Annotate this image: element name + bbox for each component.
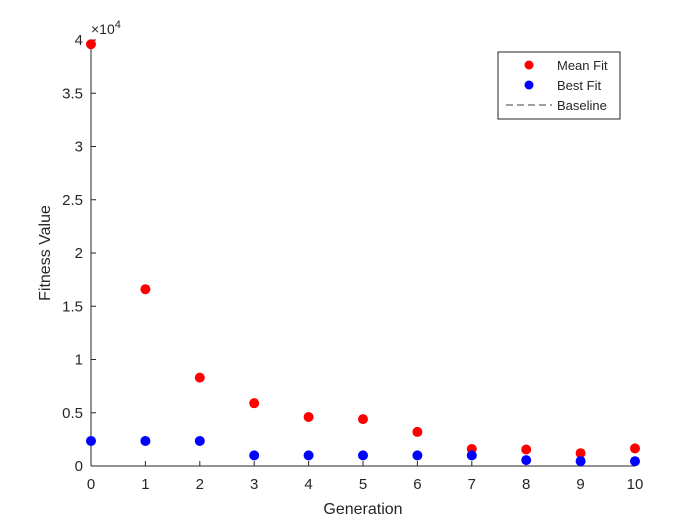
x-tick-label: 9 xyxy=(576,476,584,493)
axes: 0 1 2 3 4 5 6 7 8 9 10 0 0.5 1 1.5 2 2.5 3 3.5 4 xyxy=(62,32,643,493)
point-mean-fit xyxy=(303,412,314,423)
point-mean-fit xyxy=(249,398,260,409)
legend-label-mean-fit: Mean Fit xyxy=(557,58,608,73)
legend-marker-mean-fit xyxy=(524,60,534,70)
point-best-fit xyxy=(194,435,205,446)
y-axis-label: Fitness Value xyxy=(37,205,54,301)
point-mean-fit xyxy=(521,444,532,455)
point-mean-fit xyxy=(358,414,368,425)
x-tick-label: 2 xyxy=(196,476,204,493)
x-tick-label: 7 xyxy=(468,476,476,493)
x-tick-label: 3 xyxy=(250,476,258,493)
legend-box xyxy=(497,51,621,120)
point-best-fit xyxy=(303,450,314,461)
legend-label-baseline: Baseline xyxy=(557,98,607,113)
x-tick-label: 1 xyxy=(141,476,149,493)
point-best-fit xyxy=(140,435,151,446)
point-mean-fit xyxy=(140,284,151,295)
point-best-fit xyxy=(86,435,96,446)
x-tick-label: 8 xyxy=(522,476,530,493)
y-tick-label: 1 xyxy=(75,352,83,369)
x-tick-label: 4 xyxy=(304,476,312,493)
point-best-fit xyxy=(358,450,368,461)
point-mean-fit xyxy=(194,372,205,383)
point-best-fit xyxy=(412,450,423,461)
point-mean-fit xyxy=(412,426,423,437)
exponent-label: ×104 xyxy=(91,19,121,37)
x-axis-label: Generation xyxy=(323,501,402,518)
point-mean-fit xyxy=(630,443,640,454)
point-best-fit xyxy=(249,450,260,461)
point-mean-fit xyxy=(575,448,586,459)
y-tick-label: 0.5 xyxy=(62,405,83,422)
point-best-fit xyxy=(466,450,477,461)
legend: Mean Fit Best Fit Baseline xyxy=(497,51,621,120)
legend-label-best-fit: Best Fit xyxy=(557,78,601,93)
y-tick-label: 2.5 xyxy=(62,192,83,209)
y-tick-label: 3 xyxy=(75,139,83,156)
data-points xyxy=(86,39,640,467)
axis-labels: Generation Fitness Value ×104 xyxy=(37,19,403,518)
y-tick-label: 1.5 xyxy=(62,298,83,315)
point-best-fit xyxy=(521,455,532,466)
point-best-fit xyxy=(630,456,640,467)
x-tick-label: 6 xyxy=(413,476,421,493)
y-tick-label: 4 xyxy=(75,32,83,49)
point-mean-fit xyxy=(86,39,96,50)
y-tick-label: 0 xyxy=(75,458,83,475)
x-tick-label: 5 xyxy=(359,476,367,493)
y-tick-label: 2 xyxy=(75,245,83,262)
x-tick-label: 0 xyxy=(87,476,95,493)
x-tick-label: 10 xyxy=(627,476,644,493)
legend-marker-best-fit xyxy=(524,80,534,90)
point-best-fit xyxy=(575,456,586,467)
y-tick-label: 3.5 xyxy=(62,85,83,102)
